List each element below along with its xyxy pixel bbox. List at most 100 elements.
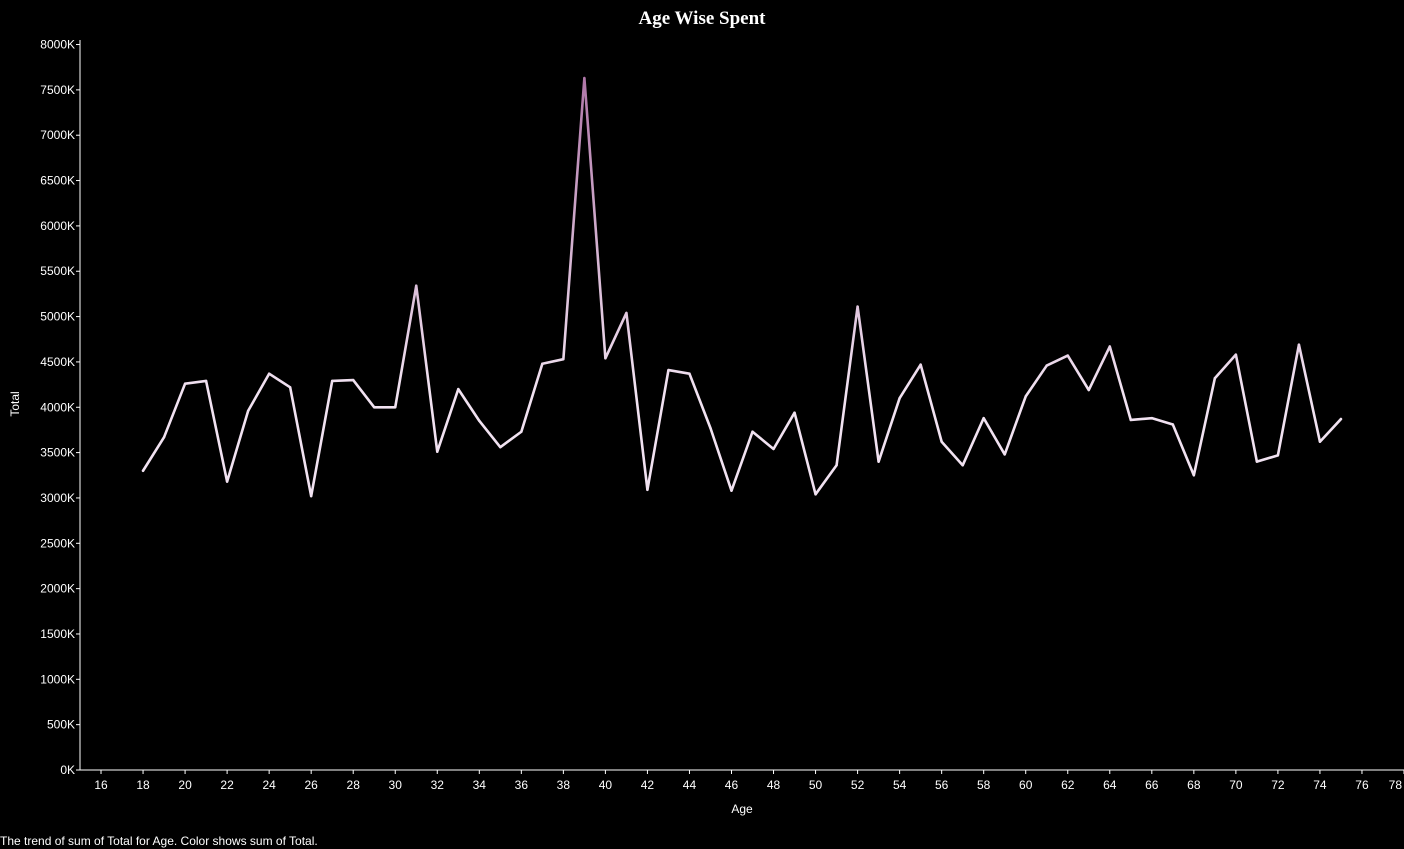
x-axis: 16 18 20 22 24 26 28 30 32 34 36 38 40 42 44 46 48 50 52 54…: [80, 769, 1404, 792]
x-tick-label: 46: [725, 778, 739, 792]
data-point: [1255, 460, 1259, 463]
data-point: [1213, 377, 1217, 380]
x-tick-label: 56: [935, 778, 949, 792]
data-point: [1297, 343, 1301, 346]
data-point: [1024, 395, 1027, 398]
y-tick-label: 7000K: [40, 128, 75, 142]
y-tick-label: 3000K: [40, 491, 75, 505]
x-tick-label: 76: [1355, 778, 1369, 792]
y-axis: 0K 500K 1000K 1500K 2000K 2500K 3000K 3500K 4000…: [40, 38, 81, 777]
y-tick-label: 4500K: [40, 355, 75, 369]
data-point: [415, 284, 418, 287]
data-point: [1318, 440, 1322, 443]
x-tick-label: 52: [851, 778, 865, 792]
data-point: [793, 411, 796, 414]
x-tick-label: 72: [1271, 778, 1285, 792]
y-tick-label: 5000K: [40, 310, 75, 324]
x-tick-label: 66: [1145, 778, 1159, 792]
data-point: [141, 469, 145, 472]
x-tick-label: 50: [809, 778, 823, 792]
x-tick-label: 32: [431, 778, 445, 792]
x-tick-label: 20: [178, 778, 192, 792]
x-tick-label: 78: [1389, 778, 1403, 792]
x-axis-label: Age: [731, 802, 753, 816]
data-point: [1276, 454, 1280, 457]
data-point: [709, 426, 712, 430]
data-point: [919, 363, 922, 366]
x-tick-label: 26: [304, 778, 318, 792]
data-point: [1129, 418, 1132, 422]
data-point: [1234, 353, 1238, 356]
x-tick-label: 64: [1103, 778, 1117, 792]
series-line: [141, 76, 1343, 498]
data-point: [961, 464, 964, 467]
x-tick-label: 38: [557, 778, 571, 792]
y-tick-label: 7500K: [40, 83, 75, 97]
data-point: [478, 419, 481, 423]
y-tick-label: 1500K: [40, 627, 75, 641]
y-tick-label: 2500K: [40, 536, 75, 550]
data-point: [1003, 453, 1006, 456]
data-point: [225, 480, 229, 483]
x-tick-label: 40: [599, 778, 613, 792]
x-tick-label: 28: [347, 778, 361, 792]
data-point: [1192, 474, 1196, 477]
data-point: [856, 305, 859, 308]
y-tick-label: 4000K: [40, 400, 75, 414]
y-tick-label: 6500K: [40, 174, 75, 188]
chart-caption: The trend of sum of Total for Age. Color…: [0, 834, 318, 848]
x-tick-label: 24: [262, 778, 276, 792]
data-point: [183, 382, 187, 385]
data-point: [373, 406, 376, 409]
data-point: [352, 378, 355, 382]
x-tick-label: 36: [515, 778, 529, 792]
x-tick-label: 30: [389, 778, 403, 792]
data-point: [541, 362, 544, 365]
y-tick-label: 6000K: [40, 219, 75, 233]
data-point: [814, 493, 817, 496]
x-tick-label: 16: [94, 778, 108, 792]
x-tick-label: 54: [893, 778, 907, 792]
y-tick-label: 2000K: [40, 582, 75, 596]
data-point: [520, 430, 523, 433]
data-point: [457, 387, 460, 391]
series-layer: [141, 76, 1343, 498]
x-tick-label: 22: [220, 778, 234, 792]
data-point: [751, 430, 754, 433]
data-point: [772, 447, 775, 451]
data-point: [646, 488, 649, 491]
x-tick-label: 18: [136, 778, 150, 792]
data-point: [1087, 388, 1090, 392]
data-point: [625, 311, 628, 315]
data-point: [436, 450, 439, 453]
x-tick-label: 44: [683, 778, 697, 792]
x-tick-label: 68: [1187, 778, 1201, 792]
data-point: [898, 397, 901, 400]
data-point: [499, 445, 502, 449]
data-point: [288, 386, 292, 389]
y-tick-label: 500K: [47, 718, 75, 732]
data-point: [330, 379, 334, 383]
data-point: [667, 368, 670, 372]
data-point: [309, 494, 313, 498]
y-axis-label: Total: [8, 391, 22, 416]
x-tick-label: 42: [641, 778, 655, 792]
data-point: [267, 372, 271, 375]
data-point: [394, 406, 397, 409]
chart-title: Age Wise Spent: [638, 8, 766, 29]
data-point: [688, 372, 691, 375]
data-point: [583, 76, 586, 80]
y-tick-label: 3500K: [40, 446, 75, 460]
x-tick-label: 74: [1313, 778, 1327, 792]
y-tick-label: 0K: [60, 763, 75, 777]
data-point: [877, 460, 880, 463]
x-tick-label: 70: [1229, 778, 1243, 792]
data-point: [1066, 354, 1069, 357]
y-tick-label: 1000K: [40, 672, 75, 686]
data-point: [562, 358, 565, 361]
data-point: [1150, 416, 1154, 420]
data-point: [604, 357, 607, 360]
x-tick-label: 58: [977, 778, 991, 792]
data-point: [835, 464, 838, 467]
